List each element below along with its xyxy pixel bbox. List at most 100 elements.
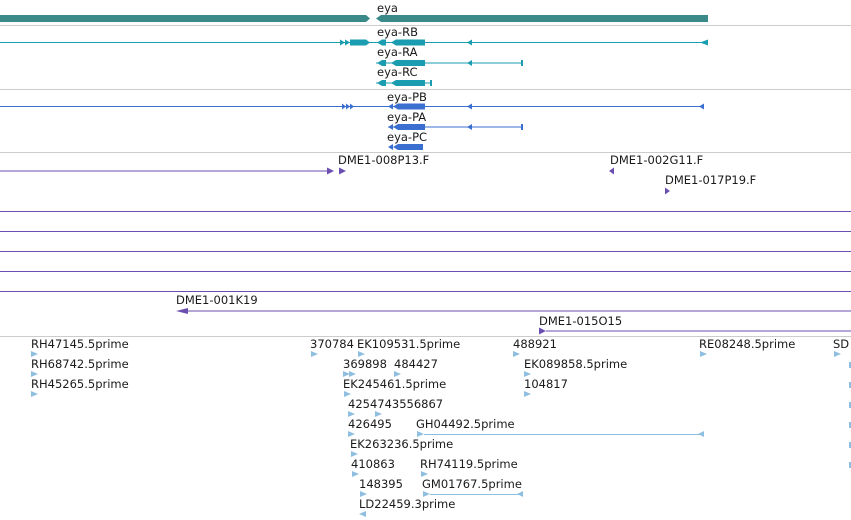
est-label: EK245461.5prime [343,377,446,391]
clone-end-arrow-icon [176,308,188,314]
est-arrow-icon [358,351,365,357]
clone-DME1-008P13.F[interactable]: DME1-008P13.F [0,153,429,175]
transcript-label: eya-RC [377,65,418,79]
est-arrow-icon [360,491,367,497]
exon-block [382,60,386,66]
est-RH68742.5prime[interactable]: RH68742.5prime [31,357,129,377]
transcript-eya-RB[interactable]: eya-RB [0,25,708,46]
clone-label: DME1-001K19 [176,293,258,307]
exon-block [398,144,423,150]
est-EK109531.5prime[interactable]: EK109531.5prime [357,337,460,357]
exon-block [396,39,425,46]
est-arrow-icon [31,351,38,357]
est-GM01767.5prime[interactable]: GM01767.5prime [422,477,523,497]
est-484427[interactable]: 484427 [394,357,438,377]
est-SD-clipped[interactable]: SD [833,337,851,468]
est-arrow-icon [352,471,359,477]
clone-end-arrow-icon [539,327,546,335]
est-arrow-icon [359,511,366,517]
clone-DME1-001K19[interactable]: DME1-001K19 [176,293,851,314]
est-RH45265.5prime[interactable]: RH45265.5prime [31,377,129,397]
protein-eya-PB[interactable]: eya-PB [0,90,704,110]
est-arrow-icon [394,371,401,377]
est-label: RH68742.5prime [31,357,129,371]
est-488921[interactable]: 488921 [513,337,557,357]
est-label: RH45265.5prime [31,377,129,391]
gene-eya[interactable]: eya [0,1,708,22]
clone-label: DME1-008P13.F [338,153,429,167]
exon-end-tick [521,60,523,66]
gene-strand-arrow-icon [366,15,370,22]
est-label: 488921 [513,337,557,351]
exon-block-arrow-icon [393,124,398,130]
exon-block-arrow-icon [391,39,396,46]
est-label: LD22459.3prime [359,497,455,511]
est-clipped-mark [849,422,851,428]
strand-arrow-icon [342,103,346,110]
est-label: 484427 [394,357,438,371]
clone-DME1-015O15[interactable]: DME1-015O15 [539,314,851,335]
est-426495[interactable]: 426495 [348,417,392,437]
exon-end-tick [521,124,523,130]
clone-end-arrow-icon [327,167,334,175]
est-RH47145.5prime[interactable]: RH47145.5prime [31,337,129,357]
gene-strand-arrow-icon [376,15,381,22]
exon-block-arrow-icon [377,80,382,86]
strand-arrow-icon [346,103,350,110]
exon-block-arrow-icon [377,39,382,46]
est-label: 410863 [351,457,395,471]
exon-block [350,39,366,46]
est-label: 369898 [343,357,387,371]
est-label: SD [833,337,849,351]
est-arrow-icon [375,411,382,417]
strand-arrow-icon [340,39,345,46]
transcript-eya-RC[interactable]: eya-RC [376,65,432,86]
exon-end-icon [699,103,704,110]
clone-DME1-002G11.F[interactable]: DME1-002G11.F [609,153,703,175]
est-label: 4254743556867 [348,397,443,411]
est-EK263236.5prime[interactable]: EK263236.5prime [350,437,453,457]
gene-bar-left [0,15,366,22]
est-arrow-icon [524,371,531,377]
est-370784[interactable]: 370784 [310,337,354,357]
est-EK245461.5prime[interactable]: EK245461.5prime [343,377,446,397]
est-clipped-mark [849,462,851,468]
exon-block [396,80,425,86]
est-label: EK109531.5prime [357,337,460,351]
strand-arrow-icon [345,39,350,46]
est-label: EK089858.5prime [524,357,627,371]
exon-block-arrow-icon [391,60,396,66]
est-EK089858.5prime[interactable]: EK089858.5prime [524,357,627,377]
exon-block [396,60,425,66]
est-369898[interactable]: 369898 [343,357,387,377]
est-104817[interactable]: 104817 [524,377,568,397]
exon-block-arrow-icon [391,80,396,86]
exon-block-arrow-icon [388,124,393,130]
est-clipped-mark [849,382,851,388]
est-end-arrow-icon [517,491,523,497]
est-4254743556867[interactable]: 4254743556867 [348,397,443,417]
est-LD22459.3prime[interactable]: LD22459.3prime [359,497,455,517]
est-arrow-icon [351,451,358,457]
est-arrow-icon [348,431,355,437]
est-arrow-icon [343,371,350,377]
est-RE08248.5prime[interactable]: RE08248.5prime [699,337,795,357]
est-arrow-icon [421,471,428,477]
est-label: RE08248.5prime [699,337,795,351]
est-GH04492.5prime[interactable]: GH04492.5prime [416,417,704,437]
est-arrow-icon [417,431,424,437]
exon-block [382,39,386,46]
est-label: GH04492.5prime [416,417,515,431]
est-410863[interactable]: 410863 [351,457,395,477]
clone-label: DME1-015O15 [539,314,622,328]
protein-eya-PC[interactable]: eya-PC [387,130,427,150]
clone-DME1-017P19.F[interactable]: DME1-017P19.F [665,173,756,195]
est-RH74119.5prime[interactable]: RH74119.5prime [420,457,518,477]
est-label: 148395 [359,477,403,491]
protein-eya-PA[interactable]: eya-PA [387,110,523,130]
est-148395[interactable]: 148395 [359,477,403,497]
est-arrow-icon [344,391,351,397]
exon-block-arrow-icon [393,144,398,150]
transcript-eya-RA[interactable]: eya-RA [376,45,523,66]
